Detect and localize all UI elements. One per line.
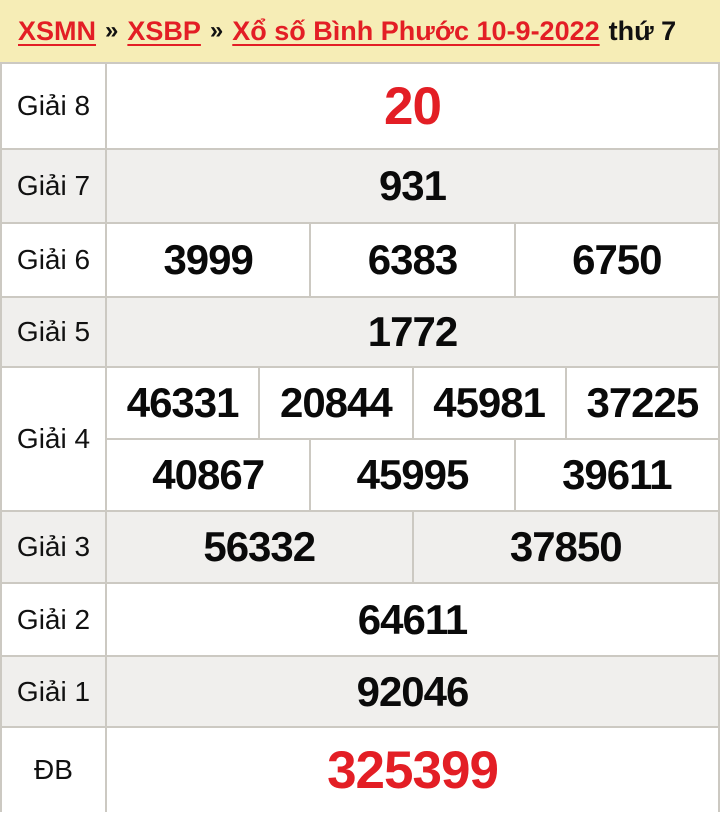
prize-row-giai-7: Giải 7 931 [2,148,718,222]
prize-value-giai-db: 325399 [327,740,499,800]
breadcrumb: XSMN » XSBP » Xổ số Bình Phước 10-9-2022… [0,0,720,62]
breadcrumb-link-xsbp[interactable]: XSBP [127,15,201,46]
prize-value-giai-4-1: 46331 [126,379,240,426]
prize-row-giai-5: Giải 5 1772 [2,296,718,366]
breadcrumb-link-draw-title[interactable]: Xổ số Bình Phước 10-9-2022 [232,15,600,46]
prize-value-giai-3-2: 37850 [411,512,719,582]
prize-value-giai-2: 64611 [357,595,468,643]
prize-value-giai-5: 1772 [367,308,458,355]
prize-label-giai-2: Giải 2 [2,584,107,655]
prize-row-giai-4-line-1: 46331 20844 45981 37225 [107,368,718,438]
prize-row-giai-6: Giải 6 3999 6383 6750 [2,222,718,296]
prize-value-giai-6-1: 3999 [163,236,253,283]
prize-row-giai-db: ĐB 325399 [2,726,718,812]
breadcrumb-day-label: thứ 7 [608,15,677,46]
prize-value-giai-8: 20 [384,76,442,136]
prize-label-giai-1: Giải 1 [2,657,107,726]
prize-label-giai-7: Giải 7 [2,150,107,222]
prize-value-giai-4-2: 20844 [258,368,411,438]
prize-row-giai-8: Giải 8 20 [2,62,718,148]
prize-value-giai-4-7: 39611 [513,440,718,510]
prize-value-giai-4-5: 40867 [152,451,265,498]
prize-label-giai-3: Giải 3 [2,512,107,582]
prize-label-giai-db: ĐB [2,728,107,812]
prize-row-giai-3: Giải 3 56332 37850 [2,510,718,582]
prize-label-giai-5: Giải 5 [2,298,107,366]
breadcrumb-separator: » [209,17,224,44]
prize-value-giai-3-1: 56332 [203,523,316,570]
results-table: Giải 8 20 Giải 7 931 Giải 6 3999 6383 67… [0,62,720,812]
prize-label-giai-6: Giải 6 [2,224,107,296]
prize-row-giai-1: Giải 1 92046 [2,655,718,726]
prize-value-giai-6-2: 6383 [309,224,513,296]
prize-value-giai-4-3: 45981 [411,368,565,438]
prize-value-giai-4-4: 37225 [564,368,718,438]
prize-value-giai-1: 92046 [356,667,470,715]
prize-row-giai-2: Giải 2 64611 [2,582,718,655]
prize-row-giai-4-line-2: 40867 45995 39611 [107,438,718,510]
prize-value-giai-7: 931 [378,162,447,209]
prize-value-giai-4-6: 45995 [309,440,513,510]
prize-value-giai-6-3: 6750 [513,224,718,296]
prize-label-giai-8: Giải 8 [2,64,107,148]
breadcrumb-separator: » [105,17,119,44]
prize-row-giai-4: Giải 4 46331 20844 45981 37225 40867 459… [2,366,718,510]
breadcrumb-link-xsmn[interactable]: XSMN [18,15,97,46]
prize-label-giai-4: Giải 4 [2,368,107,510]
